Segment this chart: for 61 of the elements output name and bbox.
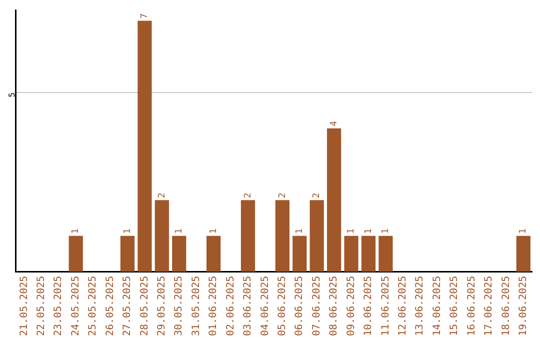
x-tick-label: 15.06.2025: [449, 276, 460, 336]
data-label: 1: [71, 228, 82, 234]
bar: [240, 200, 256, 272]
x-tick-label: 10.06.2025: [363, 276, 374, 336]
x-tick-label: 02.06.2025: [225, 276, 236, 336]
bar: [120, 236, 135, 272]
x-tick-label: 29.05.2025: [156, 276, 168, 336]
x-tick-label: 01.06.2025: [208, 276, 220, 336]
bar: [154, 200, 169, 272]
x-tick-label: 24.05.2025: [70, 276, 82, 336]
bar: [172, 236, 186, 272]
x-tick-label: 31.05.2025: [190, 276, 202, 336]
bar: [344, 236, 358, 272]
bar: [138, 20, 152, 272]
x-tick-label: 08.06.2025: [328, 276, 340, 336]
data-label: 1: [364, 228, 374, 234]
x-tick-label: 03.06.2025: [242, 276, 254, 336]
x-tick-label: 22.05.2025: [36, 276, 48, 336]
x-tick-label: 26.05.2025: [104, 276, 116, 336]
bar: [378, 236, 393, 272]
x-tick-label: 09.06.2025: [346, 276, 357, 336]
bar: [310, 200, 324, 272]
x-tick-label: 16.06.2025: [466, 276, 478, 336]
x-tick-label: 04.06.2025: [260, 276, 271, 336]
x-tick-label: 14.06.2025: [432, 276, 443, 336]
x-tick-label: 23.05.2025: [53, 276, 64, 336]
data-label: 1: [294, 228, 305, 234]
data-label: 1: [174, 228, 184, 234]
x-tick-label: 06.06.2025: [294, 276, 306, 336]
bar: [206, 236, 221, 272]
bar: [275, 200, 290, 272]
data-label: 1: [208, 228, 219, 234]
x-tick-label: 07.06.2025: [311, 276, 322, 336]
data-label: 1: [381, 228, 392, 234]
x-tick-label: 18.06.2025: [500, 276, 512, 336]
data-label: 1: [346, 228, 357, 234]
x-tick-label: 25.05.2025: [88, 276, 99, 336]
data-label: 2: [278, 192, 288, 198]
data-label: 2: [312, 192, 322, 198]
bar: [68, 236, 83, 272]
bar: [361, 236, 376, 272]
x-tick-label: 30.05.2025: [174, 276, 185, 336]
x-tick-label: 13.06.2025: [414, 276, 426, 336]
y-tick-label: 5: [8, 92, 17, 98]
x-tick-label: 19.06.2025: [518, 276, 529, 336]
x-tick-label: 27.05.2025: [122, 276, 134, 336]
bar: [516, 236, 530, 272]
x-tick-label: 11.06.2025: [380, 276, 392, 336]
x-tick-label: 12.06.2025: [397, 276, 408, 336]
bar: [326, 128, 342, 272]
x-tick-label: 21.05.2025: [18, 276, 30, 336]
data-label: 1: [518, 228, 529, 234]
x-tick-label: 05.06.2025: [277, 276, 288, 336]
data-label: 1: [122, 228, 133, 234]
data-label: 4: [329, 120, 340, 126]
data-label: 2: [157, 192, 168, 198]
bar: [292, 236, 307, 272]
x-tick-label: 17.06.2025: [484, 276, 495, 336]
x-tick-label: 28.05.2025: [139, 276, 150, 336]
data-label: 7: [140, 13, 150, 19]
data-label: 2: [243, 192, 254, 198]
